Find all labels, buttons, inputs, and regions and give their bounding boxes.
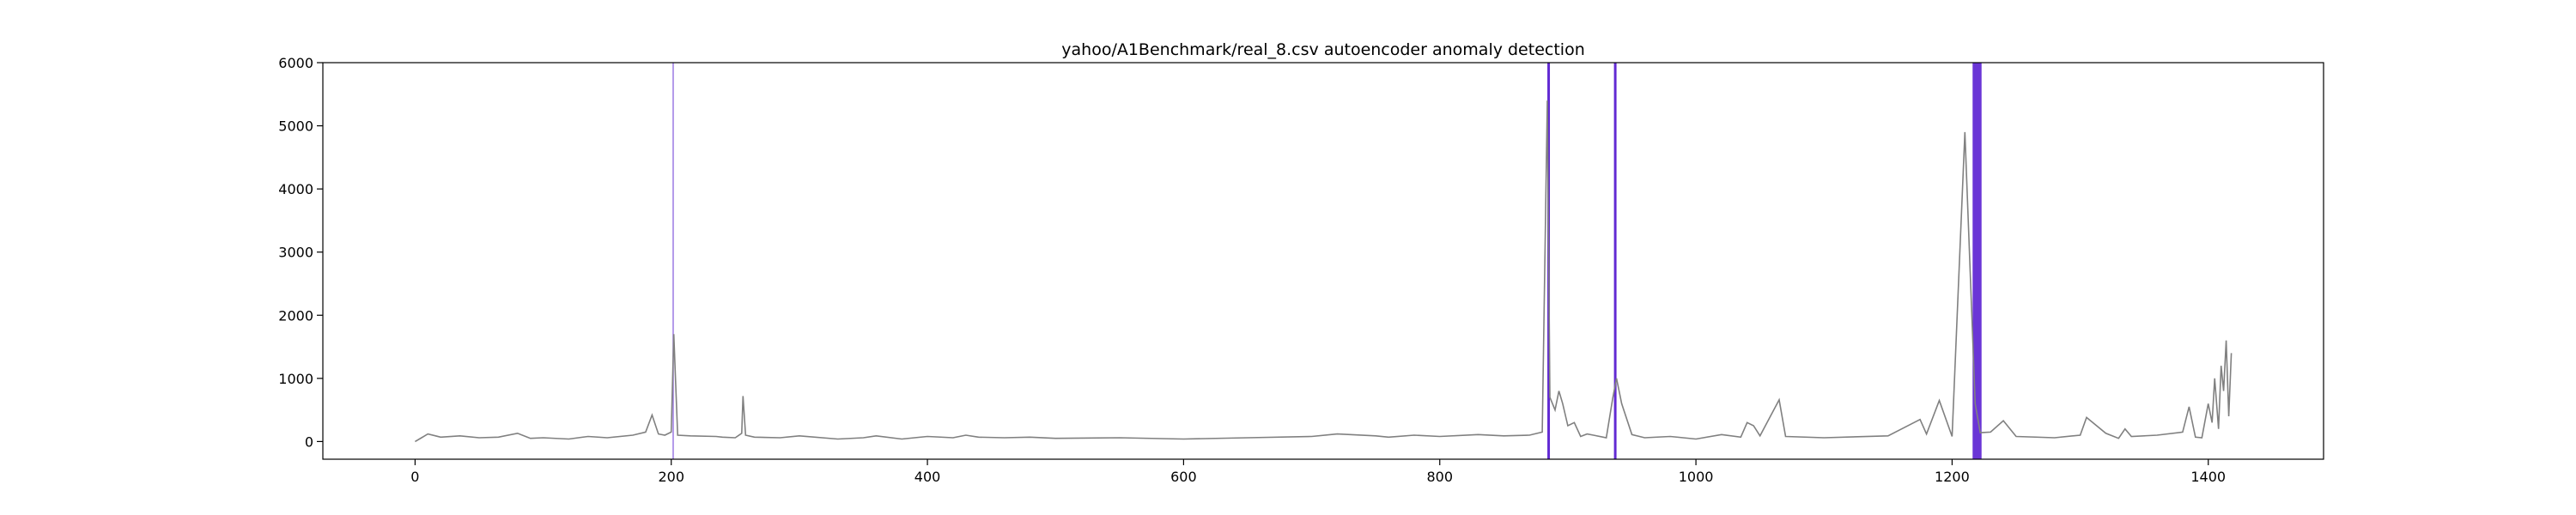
series-line-1 bbox=[414, 100, 2233, 443]
y-tick-label-6: 6000 bbox=[278, 55, 313, 71]
x-tick-label-4: 800 bbox=[1426, 469, 1453, 485]
y-tick-label-0: 0 bbox=[305, 433, 313, 450]
chart-title: yahoo/A1Benchmark/real_8.csv autoencoder… bbox=[1061, 40, 1584, 59]
x-tick-label-5: 1000 bbox=[1679, 469, 1714, 485]
x-tick-label-0: 0 bbox=[410, 469, 419, 485]
anomaly-bands bbox=[672, 63, 1982, 459]
plot-frame bbox=[322, 62, 2324, 460]
y-tick-label-1: 1000 bbox=[278, 371, 313, 387]
y-tick-label-2: 2000 bbox=[278, 307, 313, 324]
x-tick-label-1: 200 bbox=[658, 469, 684, 485]
anomaly-band-4 bbox=[1972, 63, 1982, 459]
x-tick-label-7: 1400 bbox=[2190, 469, 2226, 485]
x-axis: 0 200 400 600 800 1000 1200 1400 bbox=[410, 459, 2226, 485]
x-tick-label-3: 600 bbox=[1170, 469, 1197, 485]
y-tick-label-4: 4000 bbox=[278, 181, 313, 197]
y-axis: 0 1000 2000 3000 4000 5000 6000 bbox=[278, 55, 323, 450]
anomaly-band-3 bbox=[1613, 63, 1617, 459]
anomaly-band-1 bbox=[672, 63, 674, 459]
x-tick-label-6: 1200 bbox=[1935, 469, 1970, 485]
series-layer bbox=[414, 100, 2233, 443]
x-tick-label-2: 400 bbox=[914, 469, 941, 485]
y-tick-label-3: 3000 bbox=[278, 245, 313, 261]
y-tick-label-5: 5000 bbox=[278, 118, 313, 135]
